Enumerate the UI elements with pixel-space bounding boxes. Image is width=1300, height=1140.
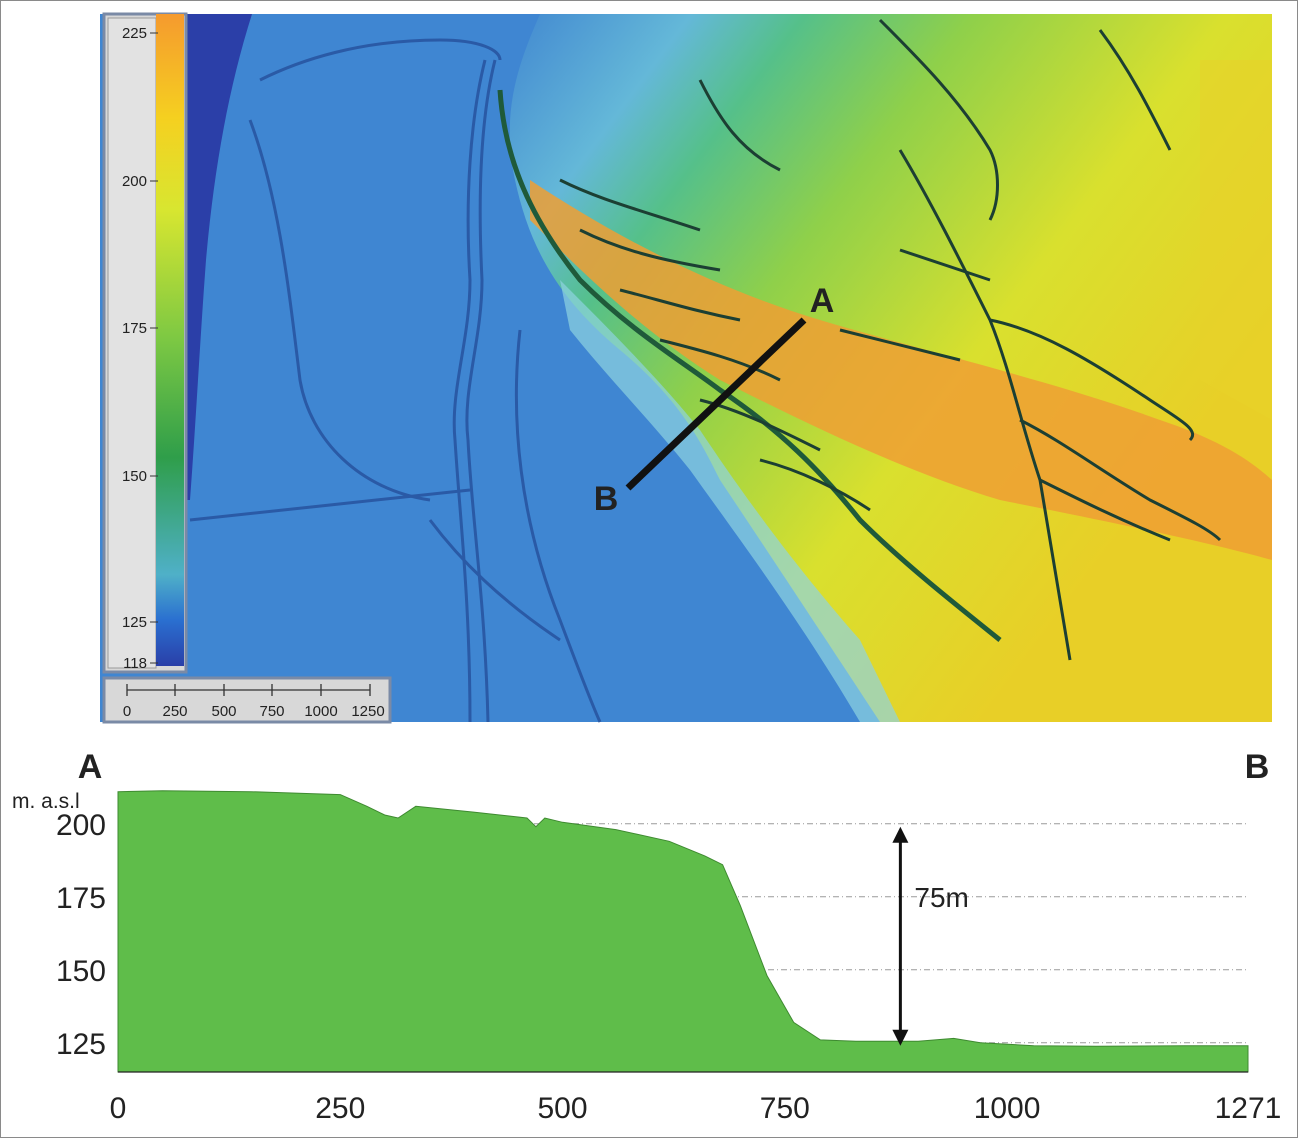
profile-annotation: 75m (892, 826, 969, 1046)
annotation-label: 75m (914, 882, 968, 913)
x-tick-label: 250 (315, 1092, 365, 1125)
x-tick-label: 500 (538, 1092, 588, 1125)
upland-plateau (530, 180, 1272, 560)
legend-tick-label: 150 (122, 468, 147, 485)
legend-tick-label: 125 (122, 614, 147, 631)
legend-tick-label: 225 (122, 25, 147, 42)
scalebar-tick-label: 1250 (351, 703, 384, 720)
x-tick-label: 0 (110, 1092, 127, 1125)
scalebar-tick-label: 0 (123, 703, 131, 720)
scalebar-box (102, 676, 392, 724)
scalebar-tick-label: 1000 (304, 703, 337, 720)
canal-network (189, 38, 602, 723)
legend-tick-label: 175 (122, 320, 147, 337)
transect-label-a: A (810, 282, 835, 320)
legend-ticks (150, 32, 158, 664)
profile-label-b: B (1245, 748, 1270, 786)
y-tick-label: 200 (56, 809, 106, 842)
y-tick-label: 175 (56, 882, 106, 915)
transect-line (625, 317, 807, 491)
profile-x-ticks: 0 250 500 750 1000 1271 (110, 1092, 1282, 1125)
profile-y-ticks: 125 150 175 200 (56, 809, 106, 1061)
scalebar-tick-label: 500 (211, 703, 236, 720)
elevation-map: 225 200 175 150 125 118 0 250 500 750 10… (100, 12, 1272, 724)
legend-tick-label: 118 (123, 655, 147, 672)
profile-area (117, 790, 1249, 1073)
scalebar-tick-label: 250 (162, 703, 187, 720)
profile-y-axis-label: m. a.s.l (12, 790, 80, 813)
y-tick-label: 125 (56, 1028, 106, 1061)
profile-label-a: A (78, 748, 103, 786)
y-tick-label: 150 (56, 955, 106, 988)
transect-label-b: B (594, 480, 619, 518)
legend-label-area (107, 17, 157, 669)
annotation-arrowhead (892, 826, 909, 843)
scalebar-line (126, 684, 371, 696)
scalebar-tick-label: 750 (259, 703, 284, 720)
elevation-profile-chart: A B m. a.s.l 125 150 175 200 0 250 500 750 1000… (12, 748, 1282, 1125)
x-tick-label: 1000 (974, 1092, 1041, 1125)
gully-network (559, 18, 1222, 661)
legend-tick-label: 200 (122, 173, 147, 190)
slope-foot (560, 280, 900, 722)
x-tick-label: 750 (760, 1092, 810, 1125)
escarpment-edge (497, 89, 1002, 642)
annotation-arrowhead (892, 1029, 909, 1046)
upland-east (1200, 60, 1272, 420)
legend-color-bar (156, 14, 184, 666)
river-channel (186, 14, 252, 500)
x-tick-label: 1271 (1215, 1092, 1282, 1125)
lowland-plain (100, 14, 880, 722)
